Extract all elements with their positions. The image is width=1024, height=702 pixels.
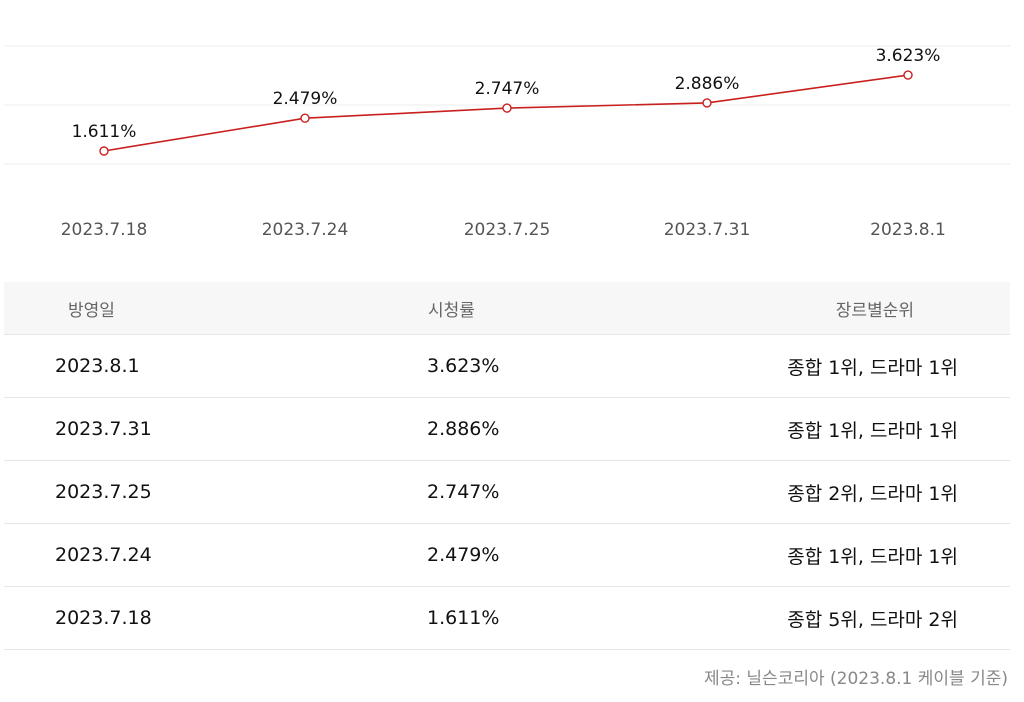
table-row: 2023.8.1 3.623% 종합 1위, 드라마 1위 [4,335,1010,398]
data-label: 1.611% [72,122,137,142]
row-rating: 2.479% [427,544,500,566]
x-tick-label: 2023.7.24 [262,220,349,240]
row-rating: 2.747% [427,481,500,503]
data-point [502,103,512,113]
table-header: 방영일 시청률 장르별순위 [4,282,1010,335]
data-points [99,70,913,156]
row-rating: 2.886% [427,418,500,440]
row-rank: 종합 5위, 드라마 2위 [787,608,958,631]
data-point [702,98,712,108]
row-rank: 종합 1위, 드라마 1위 [787,356,958,379]
row-rank: 종합 1위, 드라마 1위 [787,419,958,442]
table-row: 2023.7.18 1.611% 종합 5위, 드라마 2위 [4,587,1010,650]
row-date: 2023.7.31 [55,418,152,440]
data-labels: 1.611% 2.479% 2.747% 2.886% 3.623% [72,46,941,142]
data-label: 2.479% [273,89,338,109]
row-rating: 3.623% [427,355,500,377]
x-tick-label: 2023.8.1 [870,220,946,240]
data-point [300,113,310,123]
data-label: 3.623% [876,46,941,66]
ratings-line-chart: 1.611% 2.479% 2.747% 2.886% 3.623% 2023.7.18… [4,45,1010,240]
row-rank: 종합 2위, 드라마 1위 [787,482,958,505]
header-viewer-rating: 시청률 [428,300,475,321]
table-row: 2023.7.24 2.479% 종합 1위, 드라마 1위 [4,524,1010,587]
x-tick-label: 2023.7.25 [464,220,551,240]
data-point [99,146,109,156]
row-date: 2023.7.25 [55,481,152,503]
row-date: 2023.7.24 [55,544,152,566]
row-date: 2023.7.18 [55,607,152,629]
data-label: 2.886% [675,74,740,94]
header-genre-rank: 장르별순위 [835,300,914,321]
data-point [903,70,913,80]
row-rank: 종합 1위, 드라마 1위 [787,545,958,568]
header-broadcast-date: 방영일 [68,300,115,321]
table-row: 2023.7.31 2.886% 종합 1위, 드라마 1위 [4,398,1010,461]
x-tick-label: 2023.7.18 [61,220,148,240]
x-tick-label: 2023.7.31 [664,220,751,240]
table-row: 2023.7.25 2.747% 종합 2위, 드라마 1위 [4,461,1010,524]
ratings-table: 방영일 시청률 장르별순위 2023.8.1 3.623% 종합 1위, 드라마… [4,282,1010,650]
row-rating: 1.611% [427,607,500,629]
data-label: 2.747% [475,79,540,99]
row-date: 2023.8.1 [55,355,140,377]
x-axis-tick-labels: 2023.7.18 2023.7.24 2023.7.25 2023.7.31 2023… [61,220,946,240]
source-note: 제공: 닐슨코리아 (2023.8.1 케이블 기준) [704,669,1008,689]
